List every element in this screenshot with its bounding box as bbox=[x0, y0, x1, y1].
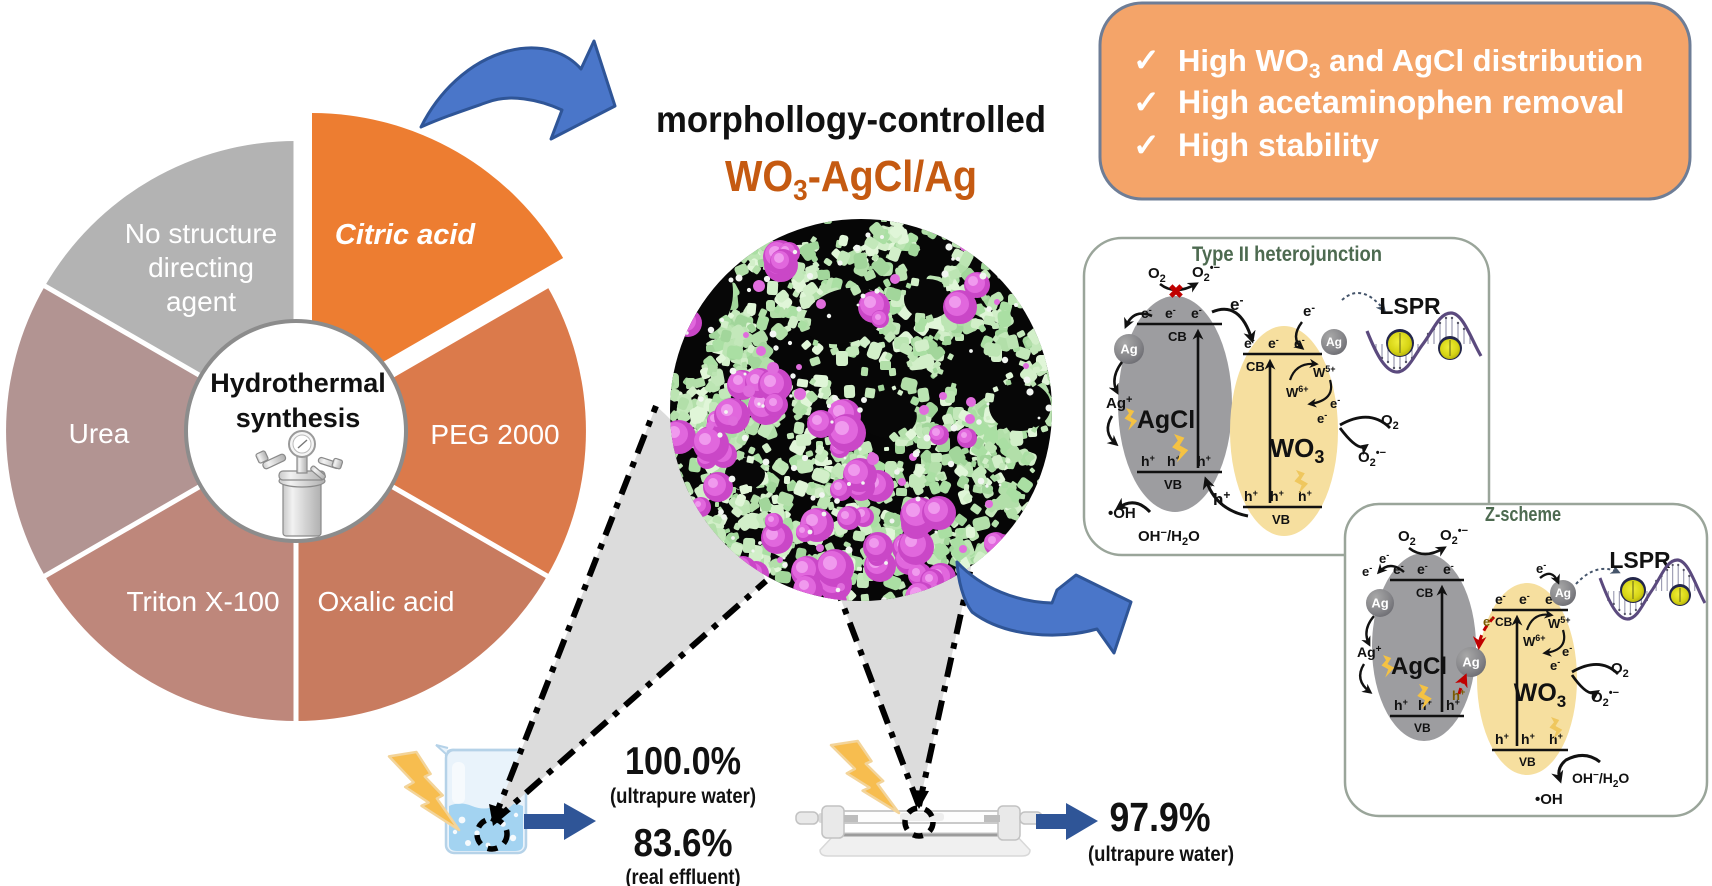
svg-text:CB: CB bbox=[1495, 615, 1513, 629]
svg-text:Ag: Ag bbox=[1371, 596, 1388, 611]
svg-text:LSPR: LSPR bbox=[1609, 547, 1671, 573]
svg-text:e-: e- bbox=[1317, 410, 1327, 426]
svg-text:•OH: •OH bbox=[1535, 791, 1563, 808]
svg-text:agent: agent bbox=[166, 286, 236, 317]
svg-text:Type II heterojunction: Type II heterojunction bbox=[1192, 243, 1382, 266]
svg-text:morphollogy-controlled: morphollogy-controlled bbox=[656, 99, 1046, 140]
svg-text:e-: e- bbox=[1330, 395, 1340, 411]
svg-text:✖: ✖ bbox=[1168, 282, 1184, 303]
svg-text:e-: e- bbox=[1443, 561, 1454, 577]
svg-text:Ag: Ag bbox=[1555, 586, 1571, 600]
svg-text:Ag+: Ag+ bbox=[1357, 644, 1382, 660]
svg-text:PEG 2000: PEG 2000 bbox=[430, 419, 559, 450]
svg-text:AgCl: AgCl bbox=[1391, 653, 1447, 680]
svg-text:e-: e- bbox=[1483, 613, 1493, 629]
svg-text:VB: VB bbox=[1164, 477, 1182, 492]
svg-text:LSPR: LSPR bbox=[1379, 293, 1441, 319]
svg-text:✓: ✓ bbox=[1133, 84, 1160, 120]
svg-text:97.9%: 97.9% bbox=[1110, 794, 1211, 840]
svg-text:High acetaminophen removal: High acetaminophen removal bbox=[1178, 84, 1624, 120]
svg-text:synthesis: synthesis bbox=[236, 403, 361, 433]
svg-text:Ag+: Ag+ bbox=[1106, 394, 1132, 412]
svg-text:e-: e- bbox=[1550, 657, 1560, 673]
svg-text:No structure: No structure bbox=[125, 218, 278, 249]
svg-text:(ultrapure water): (ultrapure water) bbox=[1088, 843, 1234, 866]
svg-text:✓: ✓ bbox=[1133, 42, 1160, 78]
svg-text:Urea: Urea bbox=[69, 418, 130, 449]
svg-text:e-: e- bbox=[1536, 560, 1546, 576]
svg-text:Ag: Ag bbox=[1462, 655, 1479, 670]
svg-text:(real effluent): (real effluent) bbox=[626, 866, 741, 886]
svg-text:e-: e- bbox=[1417, 561, 1428, 577]
svg-text:Oxalic acid: Oxalic acid bbox=[318, 586, 455, 617]
svg-text:Ag: Ag bbox=[1326, 335, 1342, 349]
svg-text:VB: VB bbox=[1414, 721, 1431, 735]
svg-text:OH−/H2O: OH−/H2O bbox=[1138, 527, 1200, 548]
svg-text:Hydrothermal: Hydrothermal bbox=[210, 368, 386, 398]
svg-text:CB: CB bbox=[1416, 586, 1434, 600]
svg-text:e-: e- bbox=[1379, 550, 1389, 566]
svg-text:directing: directing bbox=[148, 252, 254, 283]
svg-text:e-: e- bbox=[1268, 335, 1279, 351]
svg-text:e-: e- bbox=[1362, 563, 1372, 579]
svg-text:High stability: High stability bbox=[1178, 127, 1379, 163]
svg-text:WO3-AgCl/Ag: WO3-AgCl/Ag bbox=[725, 151, 977, 206]
svg-text:(ultrapure water): (ultrapure water) bbox=[610, 785, 756, 808]
svg-text:e-: e- bbox=[1562, 643, 1572, 659]
svg-text:e-: e- bbox=[1165, 305, 1176, 321]
svg-text:CB: CB bbox=[1246, 359, 1265, 374]
svg-text:High WO3 and AgCl distribution: High WO3 and AgCl distribution bbox=[1178, 43, 1643, 83]
svg-text:83.6%: 83.6% bbox=[634, 822, 733, 865]
svg-text:e-: e- bbox=[1519, 591, 1530, 607]
svg-text:Triton X-100: Triton X-100 bbox=[126, 586, 279, 617]
svg-text:VB: VB bbox=[1519, 755, 1536, 769]
svg-text:100.0%: 100.0% bbox=[625, 740, 741, 783]
svg-text:e-: e- bbox=[1191, 305, 1202, 321]
svg-text:Z-scheme: Z-scheme bbox=[1485, 504, 1561, 526]
svg-text:Ag: Ag bbox=[1120, 342, 1137, 357]
svg-text:AgCl: AgCl bbox=[1137, 406, 1195, 434]
svg-text:✓: ✓ bbox=[1133, 127, 1160, 163]
svg-text:VB: VB bbox=[1272, 512, 1290, 527]
svg-text:•OH: •OH bbox=[1108, 505, 1136, 522]
svg-text:Citric acid: Citric acid bbox=[335, 219, 476, 251]
svg-text:e-: e- bbox=[1495, 591, 1506, 607]
svg-text:CB: CB bbox=[1168, 329, 1187, 344]
